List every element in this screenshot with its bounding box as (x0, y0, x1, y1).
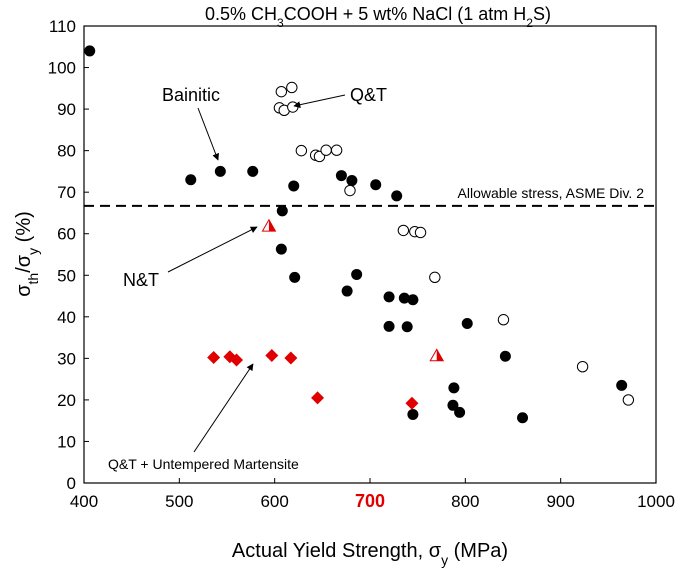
data-point-open-circle (414, 226, 427, 239)
data-point-open-circle (320, 144, 332, 156)
data-point-red-triangle (429, 348, 445, 362)
data-point-filled-circle (454, 406, 466, 418)
data-point-filled-circle (398, 292, 410, 304)
x-tick-label: 1000 (637, 492, 675, 511)
annotation-qt-arrow (293, 94, 346, 109)
data-point-open-circle (429, 271, 441, 284)
y-tick-label: 40 (57, 308, 76, 327)
data-point-open-circle (286, 81, 298, 94)
data-point-red-diamond (207, 351, 221, 365)
y-tick-label: 60 (57, 225, 76, 244)
y-tick-label: 70 (57, 183, 76, 202)
data-point-filled-circle (288, 180, 300, 192)
x-tick-label: 700 (355, 491, 385, 511)
data-point-filled-circle (407, 294, 419, 306)
data-point-open-circle (275, 85, 288, 98)
data-point-filled-circle (185, 174, 197, 186)
x-tick-label: 500 (165, 492, 193, 511)
x-tick-label: 400 (70, 492, 98, 511)
data-point-filled-circle (407, 408, 419, 420)
data-point-red-diamond (230, 353, 244, 367)
data-point-open-circle (295, 144, 308, 157)
annotation-nt: N&T (123, 270, 159, 290)
data-point-red-diamond (284, 351, 298, 365)
x-tick-label: 900 (546, 492, 574, 511)
data-point-open-circle (576, 360, 589, 373)
x-axis-title: Actual Yield Strength, σy (MPa) (232, 540, 508, 568)
y-tick-label: 110 (49, 17, 76, 36)
data-point-open-circle (344, 184, 356, 197)
data-point-filled-circle (276, 205, 288, 217)
data-point-open-circle (497, 314, 510, 326)
annotation-bainitic-arrow (197, 107, 220, 161)
y-tick-label: 100 (48, 59, 76, 78)
data-point-filled-circle (275, 243, 287, 255)
data-point-filled-circle (448, 382, 460, 394)
data-point-filled-circle (499, 350, 511, 362)
data-points (84, 45, 635, 424)
y-tick-label: 10 (57, 432, 76, 451)
data-point-filled-circle (335, 170, 347, 182)
annotation-qt-untempered-arrow (193, 363, 254, 453)
y-axis-title: σth/σy (%) (13, 211, 41, 297)
data-point-filled-circle (383, 320, 395, 332)
data-point-red-triangle (261, 218, 277, 232)
data-point-filled-circle (391, 190, 403, 202)
y-tick-label: 20 (57, 391, 76, 410)
data-point-filled-circle (351, 268, 363, 280)
x-tick-label: 600 (260, 492, 288, 511)
data-point-open-circle (287, 101, 299, 113)
data-point-filled-circle (247, 165, 259, 177)
data-point-filled-circle (401, 321, 413, 333)
data-point-open-circle (397, 224, 410, 237)
data-point-filled-circle (461, 317, 473, 329)
data-point-filled-circle (341, 285, 353, 297)
data-point-filled-circle (346, 175, 358, 187)
data-point-filled-circle (517, 412, 529, 424)
allowable-stress-label: Allowable stress, ASME Div. 2 (458, 185, 645, 201)
chart-title: 0.5% CH3COOH + 5 wt% NaCl (1 atm H2S) (205, 4, 551, 30)
data-point-filled-circle (214, 165, 226, 177)
data-point-red-diamond (405, 396, 419, 410)
annotation-qt-untempered: Q&T + Untempered Martensite (108, 456, 299, 472)
data-point-open-circle (330, 144, 343, 156)
y-tick-label: 50 (57, 266, 76, 285)
data-point-filled-circle (370, 179, 382, 191)
y-tick-label: 80 (57, 142, 76, 161)
annotation-nt-arrow (167, 226, 258, 273)
data-point-filled-circle (289, 271, 301, 283)
data-point-filled-circle (616, 379, 628, 391)
y-tick-label: 30 (57, 349, 76, 368)
y-tick-label: 0 (67, 474, 76, 493)
data-point-filled-circle (383, 291, 395, 303)
data-point-filled-circle (84, 45, 96, 57)
annotation-qt: Q&T (350, 85, 387, 105)
data-point-filled-circle (447, 399, 459, 411)
annotation-bainitic: Bainitic (162, 85, 220, 105)
x-tick-label: 800 (451, 492, 479, 511)
axis-ticks: 400 500 600 700 800 900 1000 0 10 20 30 40 50 60 70 80 9… (48, 17, 675, 511)
data-point-red-diamond (311, 391, 325, 405)
y-tick-label: 90 (57, 100, 76, 119)
data-point-red-diamond (265, 348, 279, 362)
data-point-open-circle (622, 394, 635, 406)
